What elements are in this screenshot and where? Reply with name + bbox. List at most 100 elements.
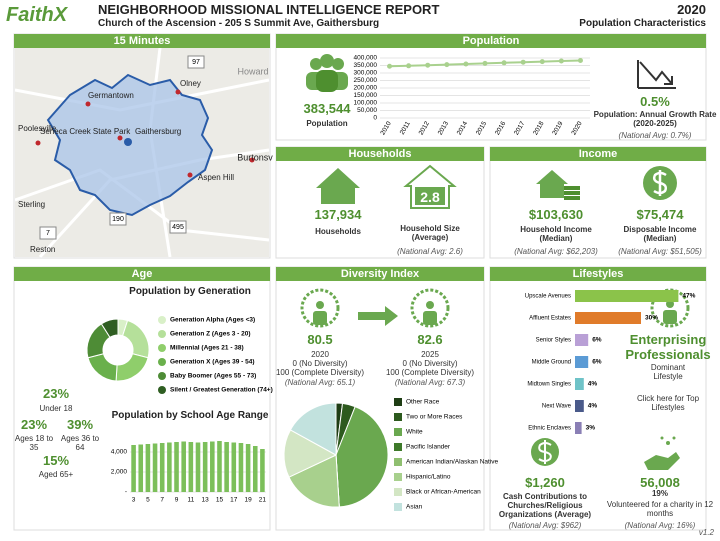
bar bbox=[188, 442, 194, 492]
stat-note: (National Avg: 65.1) bbox=[284, 378, 356, 387]
y-tick-label: 300,000 bbox=[354, 70, 378, 77]
chart-title: Population by School Age Range bbox=[111, 410, 269, 421]
legend-swatch bbox=[158, 358, 166, 366]
y-tick-label: - bbox=[125, 489, 127, 496]
marker bbox=[482, 60, 488, 66]
x-tick-label: 11 bbox=[187, 497, 194, 504]
x-tick-label: 7 bbox=[160, 497, 164, 504]
legend-label: Generation Z (Ages 3 - 20) bbox=[170, 331, 251, 338]
slice bbox=[283, 429, 338, 478]
volunteer-icon bbox=[644, 436, 680, 470]
x-tick-label: 2019 bbox=[551, 120, 564, 136]
marker bbox=[463, 61, 469, 67]
y-tick-label: 150,000 bbox=[354, 92, 378, 99]
legend-swatch bbox=[158, 372, 166, 380]
marker bbox=[520, 59, 526, 65]
stat-label: Cash Contributions to Churches/Religious… bbox=[498, 492, 592, 520]
section-header: Diversity Index bbox=[276, 267, 484, 281]
stat-label: Median Age bbox=[38, 333, 66, 352]
legend-label: Generation X (Ages 39 - 54) bbox=[170, 359, 255, 366]
stat-value: $103,630 bbox=[528, 207, 584, 222]
chart-title: Population by Generation bbox=[129, 286, 251, 297]
map-label: Aspen Hill bbox=[198, 173, 234, 182]
top-lifestyles-link[interactable]: Click here for Top Lifestyles bbox=[636, 394, 700, 413]
y-tick-label: 400,000 bbox=[354, 55, 378, 62]
road-shield bbox=[187, 55, 205, 69]
road-label: 7 bbox=[46, 230, 50, 237]
stat-value: 0.5% bbox=[640, 94, 670, 109]
y-tick-label: 350,000 bbox=[354, 62, 378, 69]
value-label: 6% bbox=[592, 337, 602, 344]
map-label: Sterling bbox=[18, 200, 45, 209]
stat-label: 0 (No Diversity) bbox=[292, 359, 348, 368]
stat-value: 82.6 bbox=[417, 332, 443, 347]
stat-value: 137,934 bbox=[314, 207, 362, 222]
x-tick-label: 2014 bbox=[456, 120, 469, 136]
stat-label: Population bbox=[306, 119, 348, 128]
bar bbox=[181, 441, 186, 492]
road-shield bbox=[39, 226, 57, 240]
bar-label: Affluent Estates bbox=[529, 316, 571, 322]
slice bbox=[335, 406, 389, 508]
legend-label: Silent / Greatest Generation (74+) bbox=[170, 387, 273, 394]
stat-label: Under 18 bbox=[39, 404, 73, 413]
stat-label: 100 (Complete Diversity) bbox=[275, 368, 365, 377]
stat-value: Enterprising Professionals bbox=[625, 332, 711, 362]
x-tick-label: 2016 bbox=[494, 120, 507, 136]
y-tick-label: 0 bbox=[373, 115, 377, 122]
bar bbox=[575, 400, 584, 412]
map-label: Seneca Creek State Park bbox=[40, 127, 131, 136]
marker bbox=[539, 59, 545, 65]
slice bbox=[87, 353, 118, 382]
legend-swatch bbox=[394, 473, 402, 481]
map-label: Olney bbox=[180, 79, 201, 88]
legend-swatch bbox=[394, 443, 402, 451]
legend-label: Pacific Islander bbox=[406, 444, 451, 451]
legend-swatch bbox=[394, 458, 402, 466]
income-house-icon bbox=[536, 170, 580, 200]
bar-label: Middle Ground bbox=[532, 360, 571, 366]
stat-note: (National Avg: 0.7%) bbox=[618, 131, 692, 140]
stat-label: Aged 65+ bbox=[38, 470, 74, 479]
stat-value: 39% bbox=[66, 417, 94, 432]
section-header: 15 Minutes bbox=[14, 34, 270, 48]
x-tick-label: 13 bbox=[202, 497, 210, 504]
marker bbox=[406, 63, 412, 69]
dollar-icon bbox=[643, 166, 677, 200]
x-tick-label: 3 bbox=[132, 497, 136, 504]
x-tick-label: 19 bbox=[244, 497, 252, 504]
x-tick-label: 2015 bbox=[475, 120, 488, 136]
icons bbox=[300, 54, 690, 470]
bar bbox=[167, 442, 172, 492]
map bbox=[14, 47, 270, 259]
house-size-box bbox=[415, 187, 445, 205]
road-label: 190 bbox=[112, 216, 124, 223]
slice bbox=[289, 402, 337, 456]
legend-swatch bbox=[158, 344, 166, 352]
diversity-arrow bbox=[358, 306, 398, 326]
legend-swatch bbox=[158, 330, 166, 338]
x-tick-label: 2020 bbox=[570, 120, 583, 136]
stat-label: Households bbox=[315, 227, 361, 236]
slice bbox=[288, 454, 340, 508]
slice bbox=[115, 353, 149, 382]
stat-value: 23% bbox=[20, 417, 48, 432]
bar bbox=[224, 442, 229, 492]
stat-note: (National Avg: 2.6) bbox=[397, 247, 463, 256]
house-icon bbox=[316, 168, 360, 204]
legend-label: Millennial (Ages 21 - 38) bbox=[170, 345, 244, 352]
stat-value: 383,544 bbox=[303, 101, 351, 116]
x-tick-label: 21 bbox=[259, 497, 267, 504]
legend-label: Other Race bbox=[406, 399, 440, 406]
legend-swatch bbox=[394, 428, 402, 436]
legend-label: Generation Alpha (Ages <3) bbox=[170, 317, 255, 324]
legend-swatch bbox=[158, 386, 166, 394]
road-label: 495 bbox=[172, 224, 184, 231]
legend-swatch bbox=[394, 413, 402, 421]
legend-label: Black or African-American bbox=[406, 489, 481, 496]
church-marker bbox=[124, 138, 132, 146]
value-label: 4% bbox=[588, 381, 598, 388]
stat-value: 56,008 bbox=[640, 475, 680, 490]
stat-value: 2.8 bbox=[420, 189, 440, 205]
